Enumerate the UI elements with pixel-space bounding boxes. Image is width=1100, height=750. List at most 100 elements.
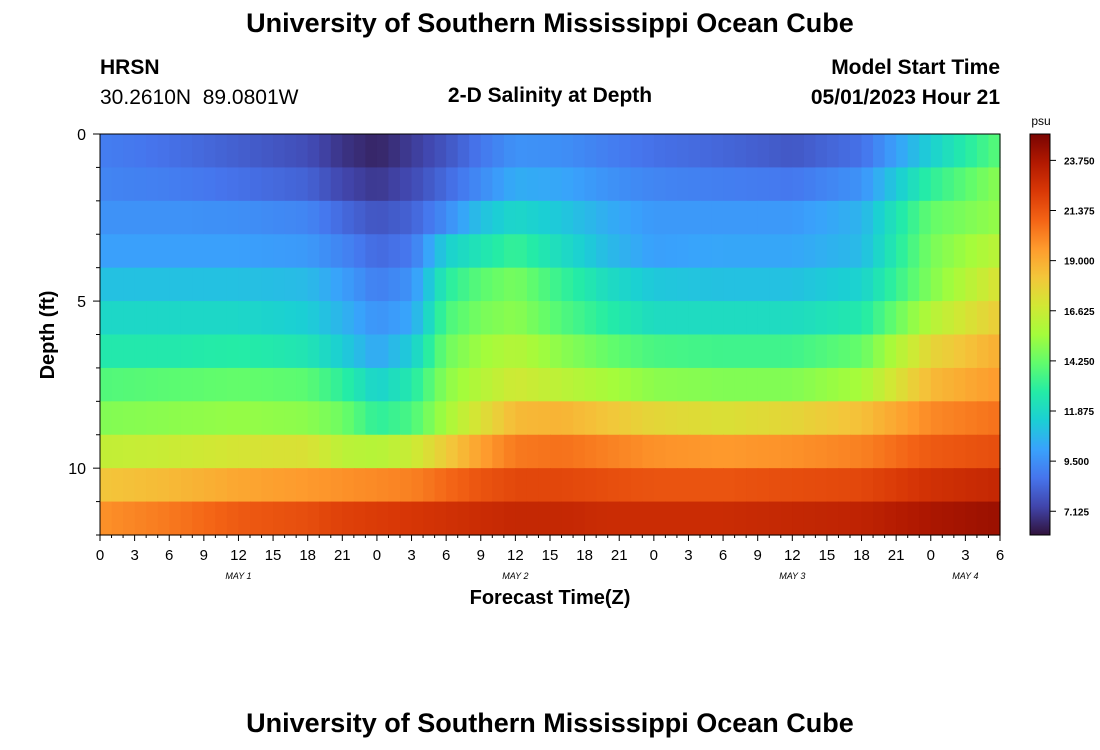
heatmap-cell [988,367,1001,402]
heatmap-cell [273,367,286,402]
heatmap-cell [100,401,113,436]
heatmap-cell [503,167,516,202]
heatmap-cell [734,367,747,402]
heatmap-cell [515,401,528,436]
heatmap-cell [157,334,170,369]
heatmap-cell [815,167,828,202]
heatmap-cell [769,468,782,503]
heatmap-cell [803,167,816,202]
heatmap-cell [746,501,759,536]
heatmap-cell [400,401,413,436]
heatmap-cell [953,367,966,402]
heatmap-cell [942,434,955,469]
heatmap-cell [434,501,447,536]
heatmap-cell [746,200,759,235]
heatmap-cell [988,301,1001,336]
heatmap-cell [573,134,586,169]
heatmap-cell [284,301,297,336]
heatmap-cell [619,301,632,336]
heatmap-cell [169,167,182,202]
heatmap-cell [665,267,678,302]
heatmap-cell [746,334,759,369]
heatmap-cell [457,401,470,436]
heatmap-cell [480,434,493,469]
heatmap-cell [446,501,459,536]
heatmap-cell [665,301,678,336]
heatmap-cell [538,367,551,402]
heatmap-cell [134,434,147,469]
heatmap-cell [850,267,863,302]
heatmap-cell [526,234,540,269]
x-tick-label: 6 [996,547,1004,564]
heatmap-cell [792,367,805,402]
x-tick-label: 9 [477,547,485,564]
heatmap-cell [803,468,816,503]
heatmap-cell [965,167,978,202]
heatmap-cell [180,167,193,202]
heatmap-cell [573,200,586,235]
heatmap-cell [400,301,413,336]
heatmap-cell [619,167,632,202]
heatmap-cell [215,234,228,269]
heatmap-cell [665,367,678,402]
heatmap-cell [226,501,240,536]
heatmap-cell [111,468,124,503]
heatmap-cell [169,367,182,402]
heatmap-cell [723,434,736,469]
heatmap-cell [146,200,159,235]
heatmap-cell [203,301,216,336]
heatmap-cell [746,234,759,269]
heatmap-cell [307,200,320,235]
heatmap-cell [757,167,770,202]
heatmap-cell [769,301,782,336]
heatmap-cell [630,200,643,235]
heatmap-cell [365,367,378,402]
heatmap-cell [757,234,770,269]
heatmap-cell [226,200,240,235]
heatmap-cell [376,468,390,503]
heatmap-cell [780,167,793,202]
heatmap-cell [873,167,886,202]
heatmap-cell [792,200,805,235]
heatmap-cell [688,267,701,302]
heatmap-cell [134,234,147,269]
heatmap-cell [353,434,366,469]
heatmap-cell [976,301,990,336]
heatmap-cell [365,301,378,336]
heatmap-cell [907,367,920,402]
heatmap-cell [411,434,424,469]
heatmap-cell [226,134,240,169]
heatmap-cell [907,200,920,235]
heatmap-cell [700,468,713,503]
heatmap-cell [423,234,436,269]
heatmap-cell [146,301,159,336]
heatmap-cell [711,401,724,436]
heatmap-cell [250,367,263,402]
heatmap-cell [607,134,620,169]
heatmap-cell [515,334,528,369]
heatmap-cell [423,267,436,302]
heatmap-cell [319,134,332,169]
heatmap-cell [896,134,909,169]
heatmap-cell [803,301,816,336]
heatmap-cell [238,200,251,235]
heatmap-cell [457,301,470,336]
heatmap-cell [642,301,655,336]
heatmap-cell [273,134,286,169]
heatmap-cell [769,334,782,369]
heatmap-cell [965,468,978,503]
heatmap-cell [261,134,274,169]
heatmap-cell [215,367,228,402]
heatmap-cell [469,301,482,336]
heatmap-cell [653,334,666,369]
heatmap-cell [665,401,678,436]
heatmap-cell [434,167,447,202]
heatmap-cell [976,401,990,436]
heatmap-cell [919,501,932,536]
heatmap-cell [307,334,320,369]
heatmap-cell [400,434,413,469]
heatmap-cell [330,134,343,169]
heatmap-cell [700,167,713,202]
heatmap-cell [930,501,943,536]
heatmap-cell [815,367,828,402]
